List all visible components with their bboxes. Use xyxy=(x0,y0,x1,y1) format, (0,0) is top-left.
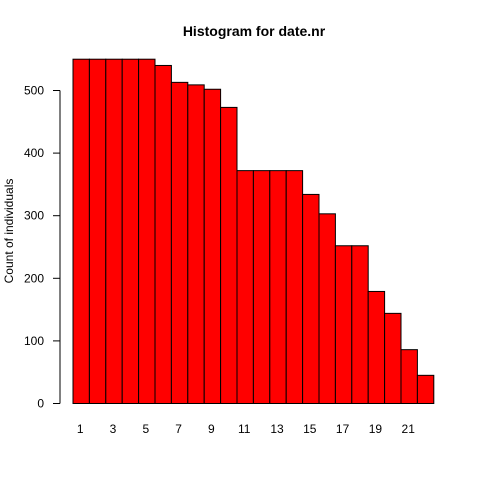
histogram-bar-19 xyxy=(367,290,386,405)
x-axis-tick-labels: 1 3 5 7 9 11 13 15 17 19 21 xyxy=(77,422,415,436)
histogram-bar-14 xyxy=(285,170,304,404)
histogram-bar-8 xyxy=(187,84,205,405)
x-axis-tick-label-17: 17 xyxy=(336,422,350,436)
x-axis-tick-label-1: 1 xyxy=(77,422,84,436)
histogram-bar-13 xyxy=(269,170,287,404)
histogram-bar-21 xyxy=(400,349,418,405)
histogram-bar-5 xyxy=(138,58,156,404)
histogram-bar-15 xyxy=(302,193,320,404)
y-axis-tick-label-0: 0 xyxy=(37,397,44,411)
x-axis-tick-label-9: 9 xyxy=(208,422,215,436)
histogram-bar-22 xyxy=(416,374,435,404)
histogram-bar-7 xyxy=(170,81,189,405)
histogram-bar-1 xyxy=(72,58,90,404)
x-axis-tick-label-19: 19 xyxy=(369,422,383,436)
histogram-bar-18 xyxy=(351,245,369,404)
x-axis-tick-label-11: 11 xyxy=(238,422,251,436)
x-axis-tick-label-3: 3 xyxy=(110,422,117,436)
x-axis-tick-label-5: 5 xyxy=(142,422,149,436)
x-axis-tick-label-21: 21 xyxy=(402,422,416,436)
x-axis-tick-label-7: 7 xyxy=(175,422,182,436)
histogram-bar-4 xyxy=(121,58,140,404)
y-axis-tick-label-400: 400 xyxy=(24,146,44,160)
histogram-bar-12 xyxy=(252,170,271,404)
bars-group xyxy=(72,58,435,405)
histogram-bar-3 xyxy=(105,58,123,404)
y-axis-tick-label-200: 200 xyxy=(24,271,44,285)
y-axis-tick-label-500: 500 xyxy=(24,84,44,98)
y-axis-tick-label-100: 100 xyxy=(24,334,44,348)
chart-title: Histogram for date.nr xyxy=(183,23,326,39)
histogram-bar-9 xyxy=(203,88,222,404)
y-axis-label: Count of individuals xyxy=(2,179,16,284)
x-axis-tick-label-15: 15 xyxy=(303,422,317,436)
y-axis: 0 100 200 300 400 500 xyxy=(24,84,61,411)
histogram-bar-16 xyxy=(318,213,336,404)
histogram-bar-10 xyxy=(220,106,238,405)
histogram-bar-11 xyxy=(236,170,254,404)
y-axis-tick-label-300: 300 xyxy=(24,209,44,223)
histogram-bar-6 xyxy=(154,64,172,405)
histogram-bar-20 xyxy=(384,312,402,404)
histogram-bar-17 xyxy=(334,245,353,404)
x-axis-tick-label-13: 13 xyxy=(270,422,284,436)
histogram-bar-2 xyxy=(88,58,107,404)
